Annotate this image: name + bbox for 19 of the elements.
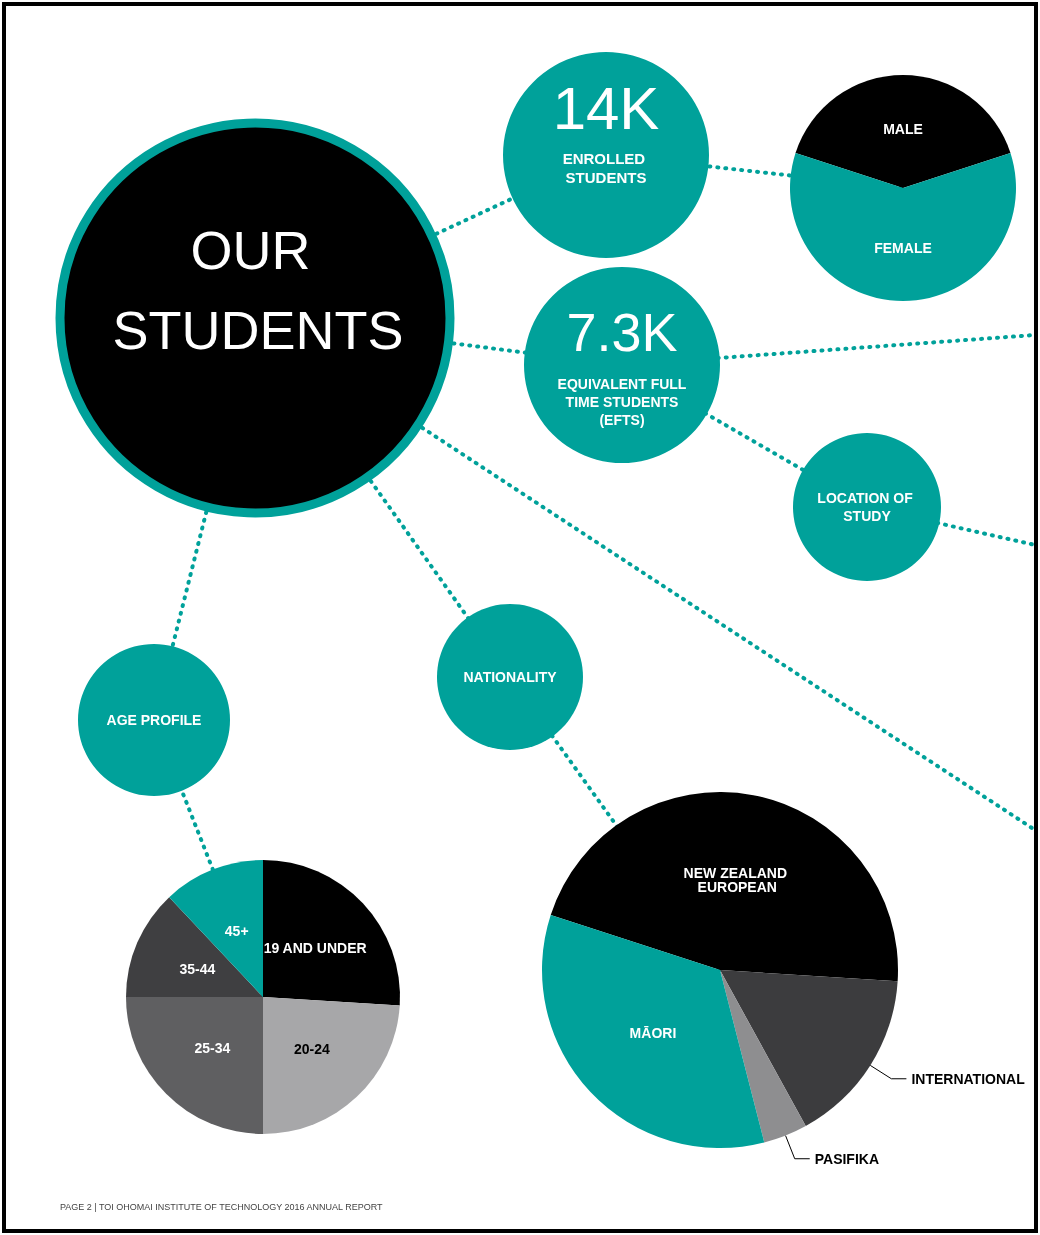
slice-label: MALE: [883, 120, 923, 137]
slice-label: PASIFIKA: [814, 1150, 880, 1167]
slice-label: 20-24: [294, 1041, 331, 1058]
text: LOCATION OF STUDY: [817, 489, 917, 525]
text: AGE PROFILE: [106, 712, 202, 728]
slice-label: 19 AND UNDER: [263, 940, 367, 957]
text: OUR STUDENTS: [112, 220, 404, 360]
text: NATIONALITY: [463, 669, 558, 685]
slice-label: 35-44: [179, 960, 216, 977]
slice-label: 45+: [224, 922, 249, 939]
slice-label: MĀORI: [629, 1024, 677, 1041]
text: PAGE 2 | TOI OHOMAI INSTITUTE OF TECHNOLOGY 2016 ANNUAL REPORT: [60, 1202, 384, 1212]
slice-label: 25-34: [194, 1039, 231, 1056]
text: 7.3K: [566, 302, 678, 362]
slice-label: NEW ZEALAND EUROPEAN: [683, 864, 791, 895]
slice-label: FEMALE: [874, 239, 932, 256]
text: 14K: [552, 74, 660, 142]
slice-label: INTERNATIONAL: [911, 1070, 1026, 1087]
text: EQUIVALENT FULL TIME STUDENTS (EFTS): [557, 375, 687, 429]
